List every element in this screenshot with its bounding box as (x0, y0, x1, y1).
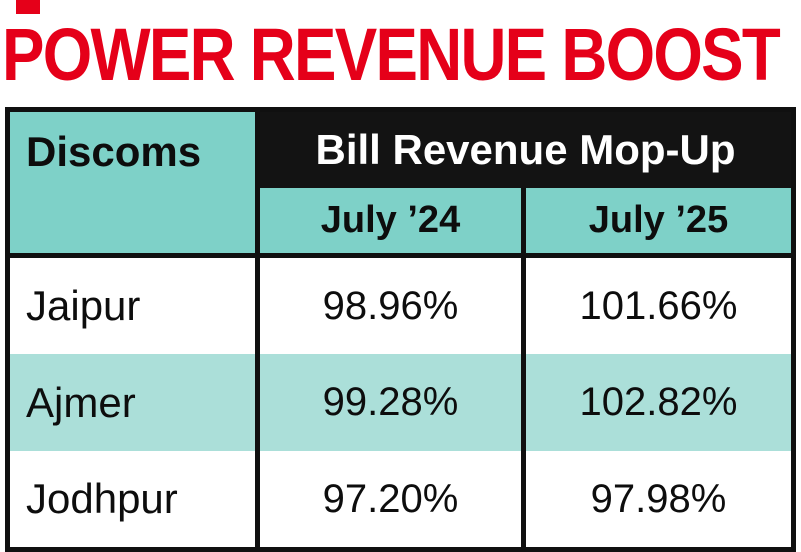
column-header-discoms: Discoms (10, 112, 260, 258)
table-row-jodhpur-july25: 97.98% (526, 451, 791, 547)
table-row-jodhpur-july24: 97.20% (260, 451, 526, 547)
page-title: POWER REVENUE BOOST (2, 13, 781, 96)
table-row-jodhpur-name: Jodhpur (10, 451, 260, 547)
table-row-ajmer-name: Ajmer (10, 354, 260, 451)
table-row-ajmer-july24: 99.28% (260, 354, 526, 451)
column-header-july-24: July ’24 (260, 188, 526, 258)
revenue-table: Discoms Bill Revenue Mop-Up July ’24 Jul… (5, 107, 796, 552)
table-row-jaipur-july25: 101.66% (526, 258, 791, 354)
table-row-jaipur-july24: 98.96% (260, 258, 526, 354)
table-row-jaipur-name: Jaipur (10, 258, 260, 354)
red-corner-mark (16, 0, 40, 14)
group-header-bill-revenue: Bill Revenue Mop-Up (260, 112, 791, 188)
column-header-july-25: July ’25 (526, 188, 791, 258)
table-row-ajmer-july25: 102.82% (526, 354, 791, 451)
